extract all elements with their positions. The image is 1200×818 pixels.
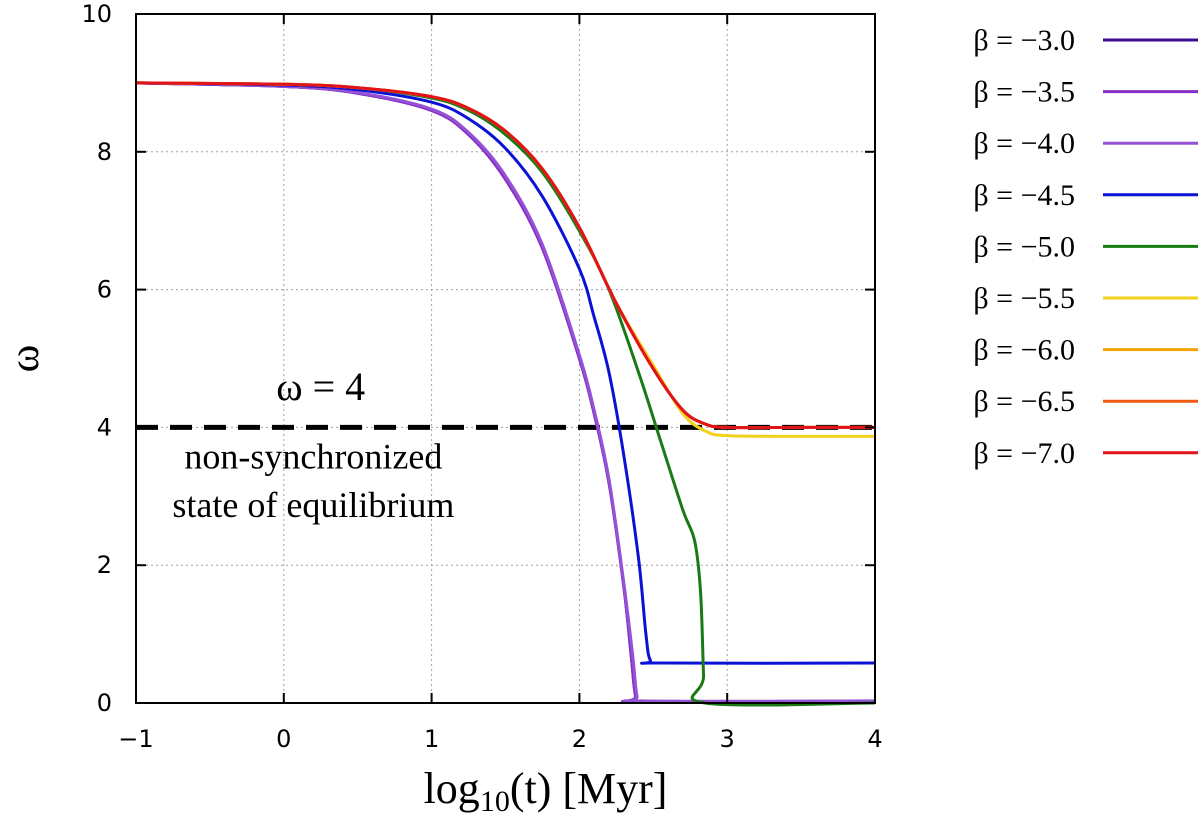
plot-frame xyxy=(135,13,876,704)
annotation-omega-equals-4: ω = 4 xyxy=(276,364,365,409)
y-tick-label: 4 xyxy=(97,413,112,441)
series-line-8 xyxy=(135,81,875,430)
grid xyxy=(136,14,875,703)
legend-label-8: β = −7.0 xyxy=(973,437,1075,470)
legend-label-7: β = −6.5 xyxy=(973,385,1075,418)
x-axis-label: log10(t) [Myr] xyxy=(424,764,668,818)
y-tick-label: 10 xyxy=(81,0,112,28)
y-tick-label: 6 xyxy=(97,276,112,304)
legend-label-4: β = −5.0 xyxy=(973,230,1075,263)
y-tick-label: 2 xyxy=(97,551,112,579)
x-tick-label: 3 xyxy=(720,725,735,753)
legend-label-0: β = −3.0 xyxy=(973,24,1075,57)
y-tick-label: 0 xyxy=(97,689,112,717)
y-tick-label: 8 xyxy=(97,138,112,166)
x-axis-label-subscript: 10 xyxy=(480,785,510,818)
series-line-3 xyxy=(135,81,876,665)
x-tick-label: −1 xyxy=(118,725,153,753)
series-line-2 xyxy=(135,81,876,703)
series-group xyxy=(135,81,876,707)
legend-label-2: β = −4.0 xyxy=(973,127,1075,160)
x-axis-label-rest: (t) [Myr] xyxy=(510,764,668,813)
x-tick-label: 4 xyxy=(867,725,882,753)
legend-label-3: β = −4.5 xyxy=(973,179,1075,212)
x-tick-label: 0 xyxy=(276,725,291,753)
x-axis-label-main: log xyxy=(424,764,480,813)
annotation-non-synchronized: non-synchronized xyxy=(184,437,442,477)
x-tick-label: 2 xyxy=(572,725,587,753)
legend-label-1: β = −3.5 xyxy=(973,76,1075,109)
legend: β = −3.0 β = −3.5 β = −4.0 β = −4.5 β = −5.0… xyxy=(973,24,1198,470)
annotation-group: ω = 4 non-synchronized state of equilibr… xyxy=(172,364,454,525)
legend-label-5: β = −5.5 xyxy=(973,282,1075,315)
legend-label-6: β = −6.0 xyxy=(973,334,1075,367)
x-tick-label: 1 xyxy=(424,725,439,753)
y-axis-label: ω xyxy=(2,345,48,373)
annotation-state-of-equilibrium: state of equilibrium xyxy=(172,485,454,525)
